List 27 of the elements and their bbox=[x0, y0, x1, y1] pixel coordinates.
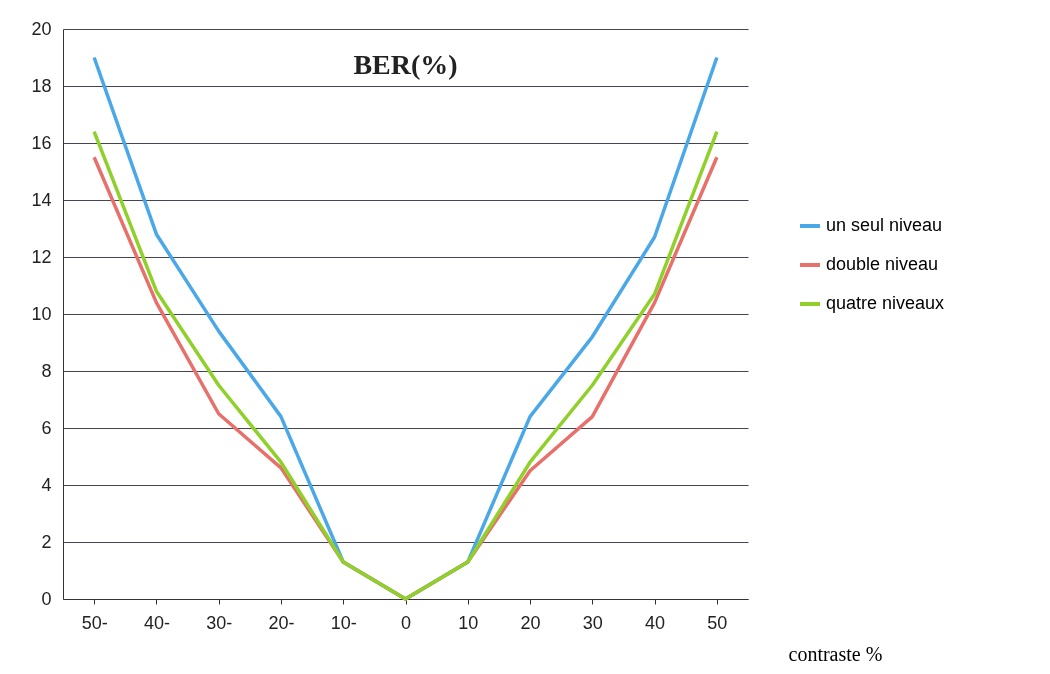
x-tick-label: 50 bbox=[707, 612, 728, 633]
x-tick-label: 30 bbox=[582, 612, 603, 633]
legend-label: un seul niveau bbox=[826, 215, 943, 235]
legend-label: quatre niveaux bbox=[826, 293, 945, 313]
text: BER(%) bbox=[353, 49, 458, 80]
x-axis-title: contraste % bbox=[788, 642, 883, 665]
legend-label: double niveau bbox=[826, 254, 939, 274]
y-tick-label: 4 bbox=[41, 474, 52, 495]
y-tick-label: 14 bbox=[31, 189, 52, 210]
y-tick-label: 2 bbox=[41, 531, 52, 552]
x-tick-label: 10- bbox=[330, 612, 357, 633]
y-tick-label: 0 bbox=[41, 588, 52, 609]
x-tick-label: 20 bbox=[520, 612, 541, 633]
y-tick-label: 10 bbox=[31, 303, 52, 324]
y-tick-label: 12 bbox=[31, 246, 52, 267]
x-tick-label: 20- bbox=[268, 612, 295, 633]
x-tick-label: 40- bbox=[143, 612, 170, 633]
x-tick-label: 10 bbox=[458, 612, 479, 633]
x-tick-label: 30- bbox=[206, 612, 233, 633]
x-tick-label: 0 bbox=[400, 612, 412, 633]
y-tick-label: 8 bbox=[41, 360, 52, 381]
y-tick-label: 18 bbox=[31, 75, 52, 96]
y-tick-label: 6 bbox=[41, 417, 52, 438]
y-tick-label: 20 bbox=[31, 18, 52, 39]
x-tick-label: 50- bbox=[81, 612, 108, 633]
x-tick-label: 40 bbox=[645, 612, 666, 633]
y-tick-label: 16 bbox=[31, 132, 52, 153]
